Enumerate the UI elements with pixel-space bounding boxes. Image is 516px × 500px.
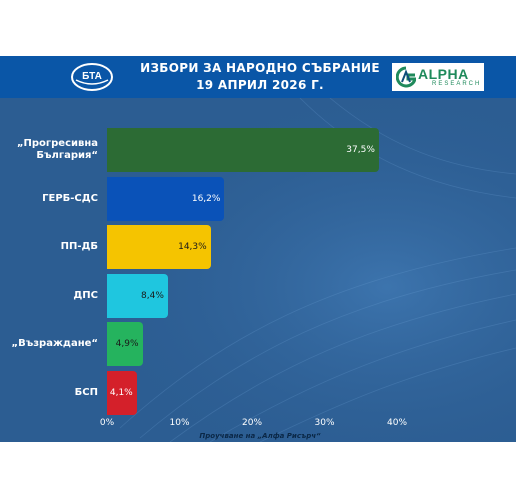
category-label-line: ДПС (73, 289, 98, 301)
bar (107, 176, 225, 221)
x-tick-label: 20% (241, 418, 263, 428)
chart-title-line2: 19 АПРИЛ 2026 Г. (196, 78, 324, 92)
category-label-line: „Възраждане“ (11, 338, 98, 349)
bar (107, 128, 379, 172)
chart-title-line1: ИЗБОРИ ЗА НАРОДНО СЪБРАНИЕ (140, 61, 380, 75)
category-label: ПП-ДБ (0, 241, 98, 253)
bta-logo-icon: БТА (71, 63, 113, 91)
source-note: Проучване на „Алфа Рисърч“ (199, 432, 321, 440)
bar (107, 322, 143, 366)
bar-value-label: 16,2% (191, 193, 221, 204)
header-bar: БТА ИЗБОРИ ЗА НАРОДНО СЪБРАНИЕ 19 АПРИЛ … (0, 56, 516, 98)
x-tick-label: 0% (99, 418, 115, 428)
category-label-line: ПП-ДБ (60, 241, 98, 252)
category-label-line: „Прогресивна (16, 138, 98, 149)
bar-value-label: 14,3% (178, 242, 207, 252)
bar (107, 370, 137, 415)
bar-value-label: 4,9% (115, 339, 139, 349)
category-label-line: БСП (74, 386, 98, 398)
bar (107, 273, 168, 318)
category-label-line: ГЕРБ-СДС (42, 192, 98, 204)
category-label: „Прогресивна България“ (0, 138, 98, 162)
bar-value-label: 37,5% (346, 145, 375, 155)
alpha-logo-sub: RESEARCH (432, 81, 482, 87)
category-label: „Възраждане“ (0, 338, 98, 350)
alpha-logo-word: ALPHA (418, 66, 469, 82)
x-tick-label: 40% (386, 418, 408, 428)
bar (107, 225, 211, 269)
chart-card: БТА ИЗБОРИ ЗА НАРОДНО СЪБРАНИЕ 19 АПРИЛ … (0, 56, 516, 442)
bar-value-label: 4,1% (109, 387, 133, 398)
category-label: ДПС (0, 290, 98, 302)
category-label: БСП (0, 387, 98, 399)
category-label: ГЕРБ-СДС (0, 193, 98, 205)
alpha-research-logo: ALPHA RESEARCH (392, 63, 484, 91)
bar-value-label: 8,4% (141, 290, 164, 301)
category-label-line: България“ (36, 150, 98, 161)
x-tick-label: 30% (314, 418, 335, 428)
bta-logo-text: БТА (82, 71, 102, 82)
alpha-logo-mark-icon (396, 66, 416, 88)
x-tick-label: 10% (169, 418, 190, 428)
